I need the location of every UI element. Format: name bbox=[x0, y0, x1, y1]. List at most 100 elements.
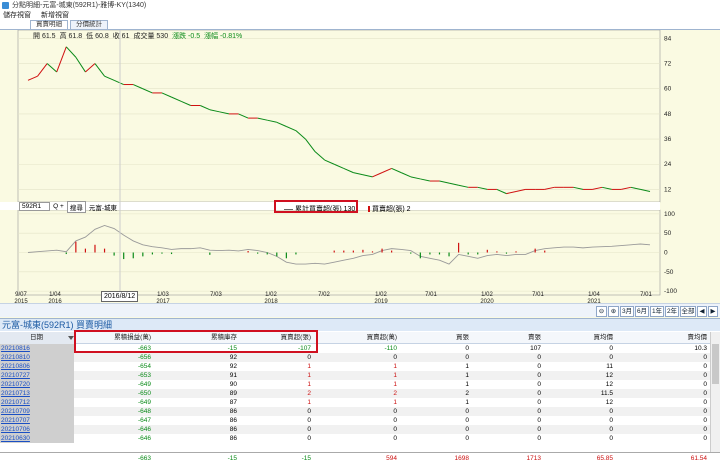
x-tick-month: 1/02 bbox=[481, 292, 493, 298]
sub-tick-label: 50 bbox=[664, 230, 672, 237]
sort-arrow-icon[interactable] bbox=[68, 336, 74, 340]
table-scrollbar[interactable] bbox=[710, 332, 720, 452]
header-date[interactable]: 日期 bbox=[0, 332, 74, 344]
cell-buy-shares: 0 bbox=[465, 354, 469, 361]
scrollbar-thumb[interactable] bbox=[712, 344, 719, 384]
trade-table-body: 20210816 -663 -15 -107 -110 0 107 0 10.3 20210810… bbox=[0, 344, 720, 452]
x-tick-year: 2019 bbox=[374, 299, 388, 305]
header-sell-avg[interactable]: 賣均價 bbox=[687, 334, 708, 341]
x-axis-tick: 1/03 2017 bbox=[152, 292, 174, 306]
cell-date[interactable]: 20210630 bbox=[0, 434, 74, 443]
range-all-button[interactable]: 全部 bbox=[680, 306, 696, 317]
cell-sell-shares: 107 bbox=[530, 345, 541, 352]
cell-date[interactable]: 20210806 bbox=[0, 362, 74, 371]
cell-cum-inventory: 86 bbox=[229, 417, 237, 424]
scroll-left-button[interactable]: ◀ bbox=[697, 306, 707, 317]
x-tick-year: 2017 bbox=[156, 299, 170, 305]
total-cell-buy-shares: 1698 bbox=[454, 455, 469, 462]
x-tick-year: 2015 bbox=[14, 299, 28, 305]
cell-buy-avg: 12 bbox=[605, 381, 613, 388]
header-buy-shares[interactable]: 買張 bbox=[456, 334, 469, 341]
cell-cum-inventory: 86 bbox=[229, 408, 237, 415]
cell-buy-avg: 0 bbox=[609, 354, 613, 361]
zoom-icon[interactable]: Q + bbox=[53, 203, 64, 210]
stock-chart[interactable]: 84 72 60 48 36 24 12 100 50 0 -50 -100 bbox=[0, 30, 720, 303]
zoom-in-icon[interactable]: ⊕ bbox=[608, 306, 619, 317]
total-cell-sell-shares: 1713 bbox=[526, 455, 541, 462]
cell-date[interactable]: 20210727 bbox=[0, 371, 74, 380]
header-cum-inventory[interactable]: 累積庫存 bbox=[211, 334, 237, 341]
cell-sell-shares: 0 bbox=[537, 426, 541, 433]
cell-sell-avg: 0 bbox=[703, 435, 707, 442]
cell-date[interactable]: 20210713 bbox=[0, 389, 74, 398]
cell-net-shares: 0 bbox=[307, 435, 311, 442]
header-net-amount[interactable]: 買賣超(萬) bbox=[366, 334, 397, 341]
window-title: 分點明細-元富-城東(592R1)-雅博-KY(1340) bbox=[12, 2, 147, 9]
cell-sell-avg: 0 bbox=[703, 399, 707, 406]
range-6m-button[interactable]: 6月 bbox=[635, 306, 649, 317]
cell-date[interactable]: 20210707 bbox=[0, 416, 74, 425]
x-axis-tick: 1/02 2018 bbox=[260, 292, 282, 306]
cell-cum-inventory: 90 bbox=[229, 381, 237, 388]
cell-net-shares: 1 bbox=[307, 363, 311, 370]
close-value: 收 61 bbox=[112, 33, 130, 40]
chart-panel[interactable]: 84 72 60 48 36 24 12 100 50 0 -50 -100 開 61.5 高 61.… bbox=[0, 30, 720, 320]
table-row[interactable]: 20210713 -650 89 2 2 2 0 11.5 0 bbox=[0, 389, 720, 398]
cell-date[interactable]: 20210810 bbox=[0, 353, 74, 362]
table-row[interactable]: 20210630 -646 86 0 0 0 0 0 0 bbox=[0, 434, 720, 443]
total-cell-date bbox=[0, 453, 74, 465]
query-button[interactable]: 搜尋 bbox=[66, 200, 86, 213]
price-segment bbox=[209, 109, 220, 113]
cell-sell-shares: 0 bbox=[537, 381, 541, 388]
price-segment bbox=[56, 46, 67, 73]
x-tick-month: 7/01 bbox=[532, 292, 544, 298]
cell-sell-shares: 0 bbox=[537, 417, 541, 424]
price-segment bbox=[104, 75, 115, 81]
price-segment bbox=[267, 119, 277, 123]
legend-bar-swatch bbox=[368, 206, 370, 212]
price-plot-area bbox=[17, 30, 661, 203]
table-row[interactable]: 20210709 -648 86 0 0 0 0 0 0 bbox=[0, 407, 720, 416]
table-row[interactable]: 20210806 -654 92 1 1 1 0 11 0 bbox=[0, 362, 720, 371]
cell-date[interactable]: 20210816 bbox=[0, 344, 74, 353]
table-row[interactable]: 20210712 -649 87 1 1 1 0 12 0 bbox=[0, 398, 720, 407]
cell-date[interactable]: 20210712 bbox=[0, 398, 74, 407]
header-buy-avg[interactable]: 買均價 bbox=[593, 334, 614, 341]
broker-select[interactable]: 592R1 bbox=[19, 202, 51, 211]
cell-date[interactable]: 20210720 bbox=[0, 380, 74, 389]
tab-trade-detail[interactable]: 買賣明細 bbox=[30, 20, 68, 29]
x-axis-tick: 1/04 2016 bbox=[44, 292, 66, 306]
cell-date[interactable]: 20210706 bbox=[0, 425, 74, 434]
tab-price-stats[interactable]: 分價統計 bbox=[70, 20, 108, 29]
x-tick-month: 1/02 bbox=[265, 292, 277, 298]
open-value: 開 61.5 bbox=[33, 33, 56, 40]
cell-date[interactable]: 20210709 bbox=[0, 407, 74, 416]
table-row[interactable]: 20210816 -663 -15 -107 -110 0 107 0 10.3 bbox=[0, 344, 720, 353]
price-segment bbox=[592, 186, 603, 190]
cell-net-shares: 0 bbox=[307, 408, 311, 415]
cell-net-amount: 1 bbox=[393, 363, 397, 370]
price-segment bbox=[133, 84, 144, 90]
table-title: 元富-城東(592R1) 買賣明細 bbox=[0, 318, 720, 331]
table-row[interactable]: 20210720 -649 90 1 1 1 0 12 0 bbox=[0, 380, 720, 389]
cell-cum-inventory: 91 bbox=[229, 372, 237, 379]
menu-save-window[interactable]: 儲存視窗 bbox=[3, 12, 31, 19]
range-1y-button[interactable]: 1年 bbox=[650, 306, 664, 317]
change-value: 漲跌 -0.5 bbox=[172, 33, 201, 40]
scroll-right-button[interactable]: ▶ bbox=[708, 306, 718, 317]
table-row[interactable]: 20210707 -647 86 0 0 0 0 0 0 bbox=[0, 416, 720, 425]
table-row[interactable]: 20210810 -656 92 0 0 0 0 0 0 bbox=[0, 353, 720, 362]
price-segment bbox=[630, 186, 641, 190]
legend-line-swatch bbox=[284, 208, 293, 210]
menu-new-window[interactable]: 新增視窗 bbox=[41, 12, 69, 19]
range-3m-button[interactable]: 3月 bbox=[620, 306, 634, 317]
price-segment bbox=[161, 92, 172, 98]
table-row[interactable]: 20210706 -646 86 0 0 0 0 0 0 bbox=[0, 425, 720, 434]
header-net-shares[interactable]: 買賣超(張) bbox=[280, 334, 311, 341]
zoom-out-icon[interactable]: ⊖ bbox=[596, 306, 607, 317]
sub-tick-label: 100 bbox=[664, 211, 675, 218]
header-sell-shares[interactable]: 賣張 bbox=[528, 334, 541, 341]
range-2y-button[interactable]: 2年 bbox=[665, 306, 679, 317]
header-cum-pnl[interactable]: 累積損益(萬) bbox=[114, 334, 151, 341]
table-row[interactable]: 20210727 -653 91 1 1 1 0 12 0 bbox=[0, 371, 720, 380]
